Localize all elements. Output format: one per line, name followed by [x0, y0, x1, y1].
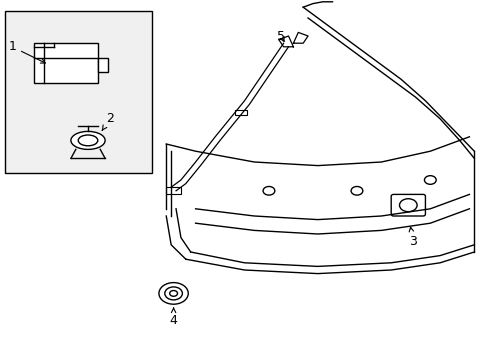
Circle shape: [159, 283, 188, 304]
Text: 4: 4: [169, 308, 177, 327]
Bar: [5, 11, 151, 173]
FancyBboxPatch shape: [234, 110, 246, 115]
FancyBboxPatch shape: [34, 43, 98, 83]
FancyBboxPatch shape: [390, 194, 425, 216]
Text: 3: 3: [408, 227, 416, 248]
Circle shape: [164, 287, 182, 300]
Circle shape: [263, 186, 274, 195]
Ellipse shape: [71, 131, 105, 149]
Text: 2: 2: [102, 112, 114, 130]
Circle shape: [399, 199, 416, 212]
FancyBboxPatch shape: [98, 58, 107, 72]
Circle shape: [169, 291, 177, 296]
Circle shape: [424, 176, 435, 184]
FancyBboxPatch shape: [166, 187, 181, 194]
Ellipse shape: [78, 135, 98, 146]
Text: 5: 5: [277, 30, 285, 42]
Text: 1: 1: [8, 40, 45, 63]
Circle shape: [350, 186, 362, 195]
